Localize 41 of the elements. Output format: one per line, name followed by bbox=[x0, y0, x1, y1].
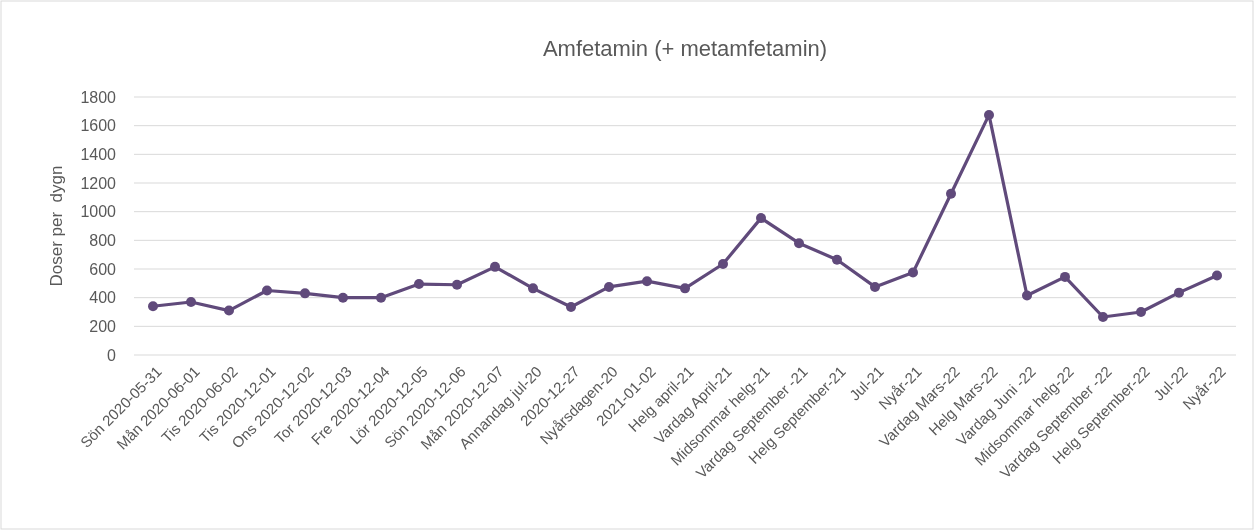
point bbox=[224, 305, 234, 316]
point bbox=[186, 296, 196, 307]
point bbox=[414, 279, 424, 290]
y-tick-label: 200 bbox=[89, 317, 117, 335]
point bbox=[680, 283, 690, 294]
point bbox=[1022, 290, 1032, 301]
point bbox=[566, 301, 576, 312]
point bbox=[1212, 270, 1222, 281]
y-tick-label: 600 bbox=[89, 260, 117, 278]
point bbox=[338, 292, 348, 303]
point bbox=[262, 285, 272, 296]
point bbox=[376, 292, 386, 303]
point bbox=[718, 258, 728, 269]
point bbox=[300, 288, 310, 299]
y-tick-label: 0 bbox=[107, 346, 117, 364]
y-tick-label: 800 bbox=[89, 231, 117, 249]
point bbox=[1060, 271, 1070, 282]
point bbox=[908, 267, 918, 278]
point bbox=[642, 276, 652, 287]
y-tick-label: 1000 bbox=[80, 203, 117, 221]
y-axis-title: Doser per dygn bbox=[47, 165, 66, 287]
point bbox=[1174, 287, 1184, 298]
y-tick-label: 400 bbox=[89, 289, 117, 307]
chart-title: Amfetamin (+ metamfetamin) bbox=[542, 36, 828, 61]
y-tick-label: 1200 bbox=[80, 174, 117, 192]
y-tick-label: 1400 bbox=[80, 145, 117, 163]
point bbox=[832, 254, 842, 265]
point bbox=[490, 261, 500, 272]
y-tick-label: 1800 bbox=[80, 88, 117, 106]
point bbox=[984, 109, 994, 120]
point bbox=[756, 213, 766, 224]
point bbox=[1098, 312, 1108, 323]
point bbox=[604, 281, 614, 292]
point bbox=[870, 281, 880, 292]
y-tick-label: 1600 bbox=[80, 117, 117, 135]
point bbox=[946, 188, 956, 199]
point bbox=[148, 301, 158, 312]
point bbox=[794, 238, 804, 249]
point bbox=[1136, 307, 1146, 317]
point bbox=[452, 279, 462, 290]
point bbox=[528, 283, 538, 294]
